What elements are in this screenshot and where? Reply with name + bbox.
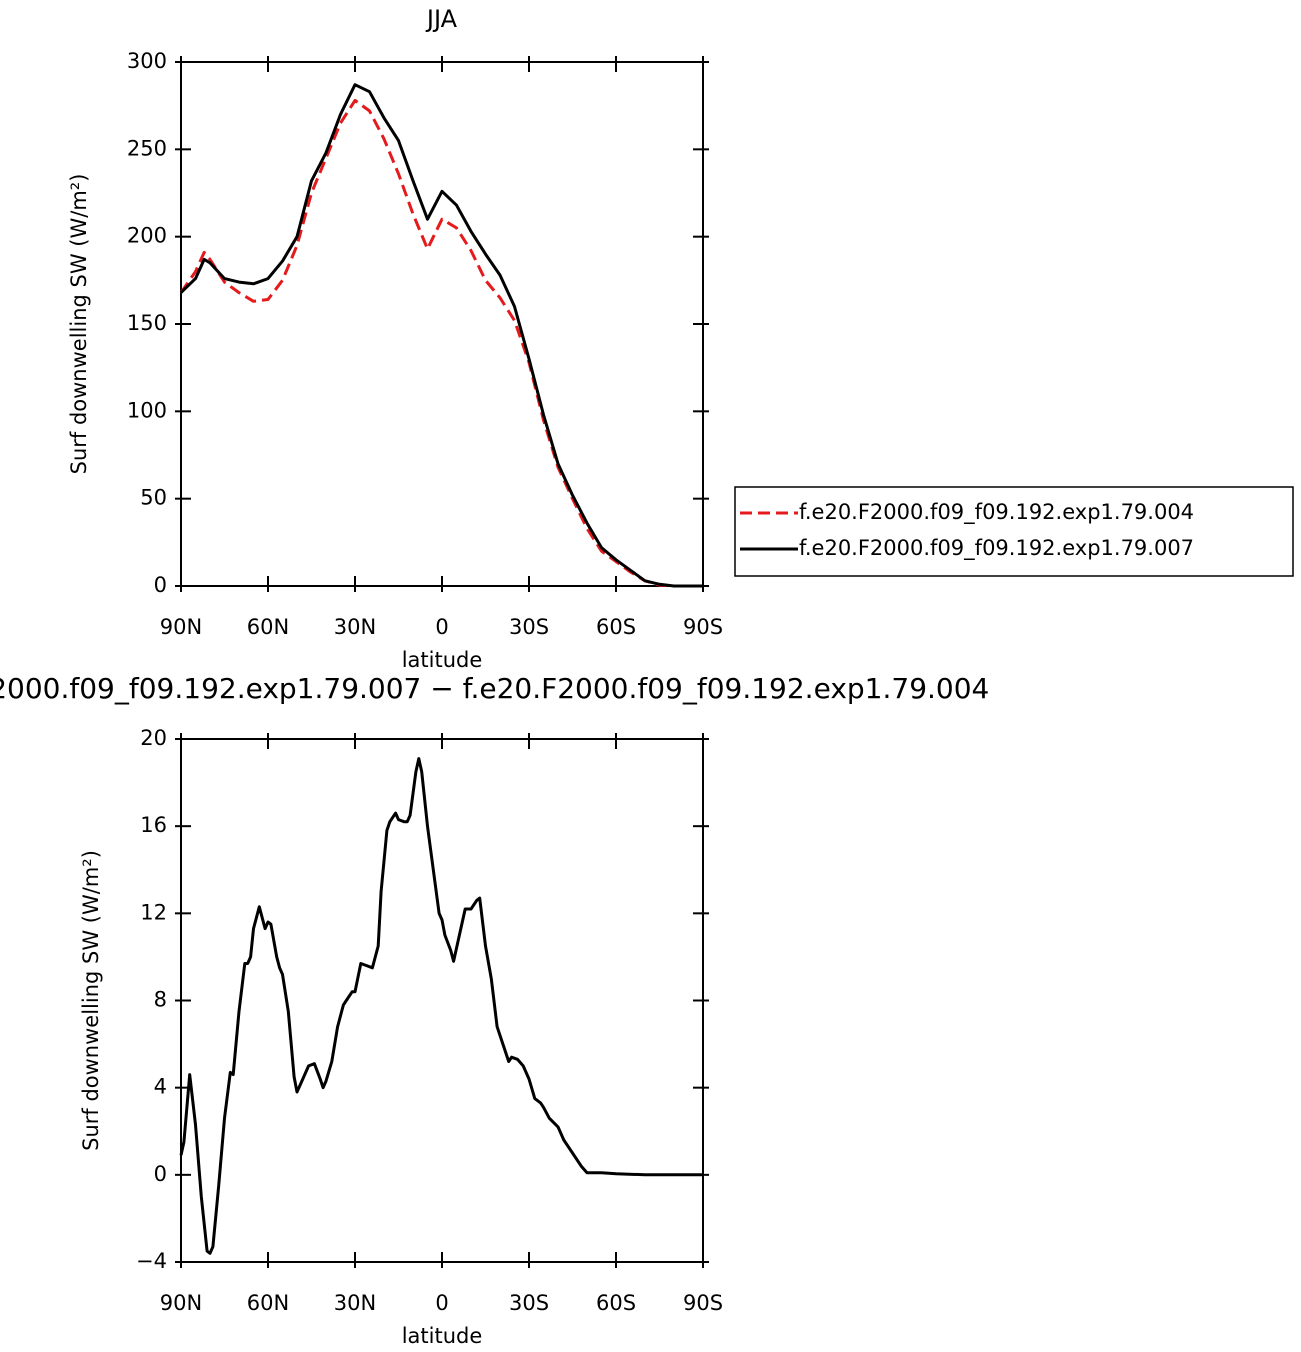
y-tick-label: 12 [140, 900, 167, 924]
data-line [179, 757, 703, 1255]
chart-title: f.e20.F2000.f09_f09.192.exp1.79.007 − f.… [0, 672, 989, 705]
plot-frame [180, 738, 704, 1263]
chart-title: JJA [425, 5, 458, 33]
y-tick-label: 200 [127, 224, 167, 248]
y-tick-label: 20 [140, 726, 167, 750]
y-tick-label: 250 [127, 136, 167, 160]
y-tick-label: 100 [127, 398, 167, 422]
x-axis-label: latitude [402, 1324, 483, 1348]
y-tick-label: 300 [127, 49, 167, 73]
y-axis-label: Surf downwelling SW (W/m²) [67, 174, 91, 475]
x-tick-label: 90N [160, 1291, 202, 1315]
data-line [179, 83, 703, 588]
y-tick-label: 4 [154, 1075, 167, 1099]
data-line [179, 98, 703, 588]
legend-label: f.e20.F2000.f09_f09.192.exp1.79.004 [799, 500, 1194, 525]
y-tick-label: 0 [154, 573, 167, 597]
legend-label: f.e20.F2000.f09_f09.192.exp1.79.007 [799, 536, 1194, 561]
y-tick-label: 0 [154, 1162, 167, 1186]
x-tick-label: 30S [509, 615, 549, 639]
plot-frame [180, 61, 704, 587]
y-tick-label: −4 [136, 1249, 167, 1273]
x-tick-label: 30S [509, 1291, 549, 1315]
x-tick-label: 0 [435, 615, 448, 639]
y-tick-label: 150 [127, 311, 167, 335]
x-tick-label: 60S [596, 615, 636, 639]
y-tick-label: 8 [154, 988, 167, 1012]
x-tick-label: 90S [683, 615, 723, 639]
x-tick-label: 60S [596, 1291, 636, 1315]
y-axis-label: Surf downwelling SW (W/m²) [79, 850, 103, 1151]
x-tick-label: 30N [334, 1291, 376, 1315]
x-axis-label: latitude [402, 648, 483, 672]
x-tick-label: 90N [160, 615, 202, 639]
legend-box [734, 486, 1294, 577]
x-tick-label: 60N [247, 615, 289, 639]
x-tick-label: 90S [683, 1291, 723, 1315]
x-tick-label: 30N [334, 615, 376, 639]
x-tick-label: 0 [435, 1291, 448, 1315]
x-tick-label: 60N [247, 1291, 289, 1315]
y-tick-label: 50 [140, 486, 167, 510]
y-tick-label: 16 [140, 813, 167, 837]
